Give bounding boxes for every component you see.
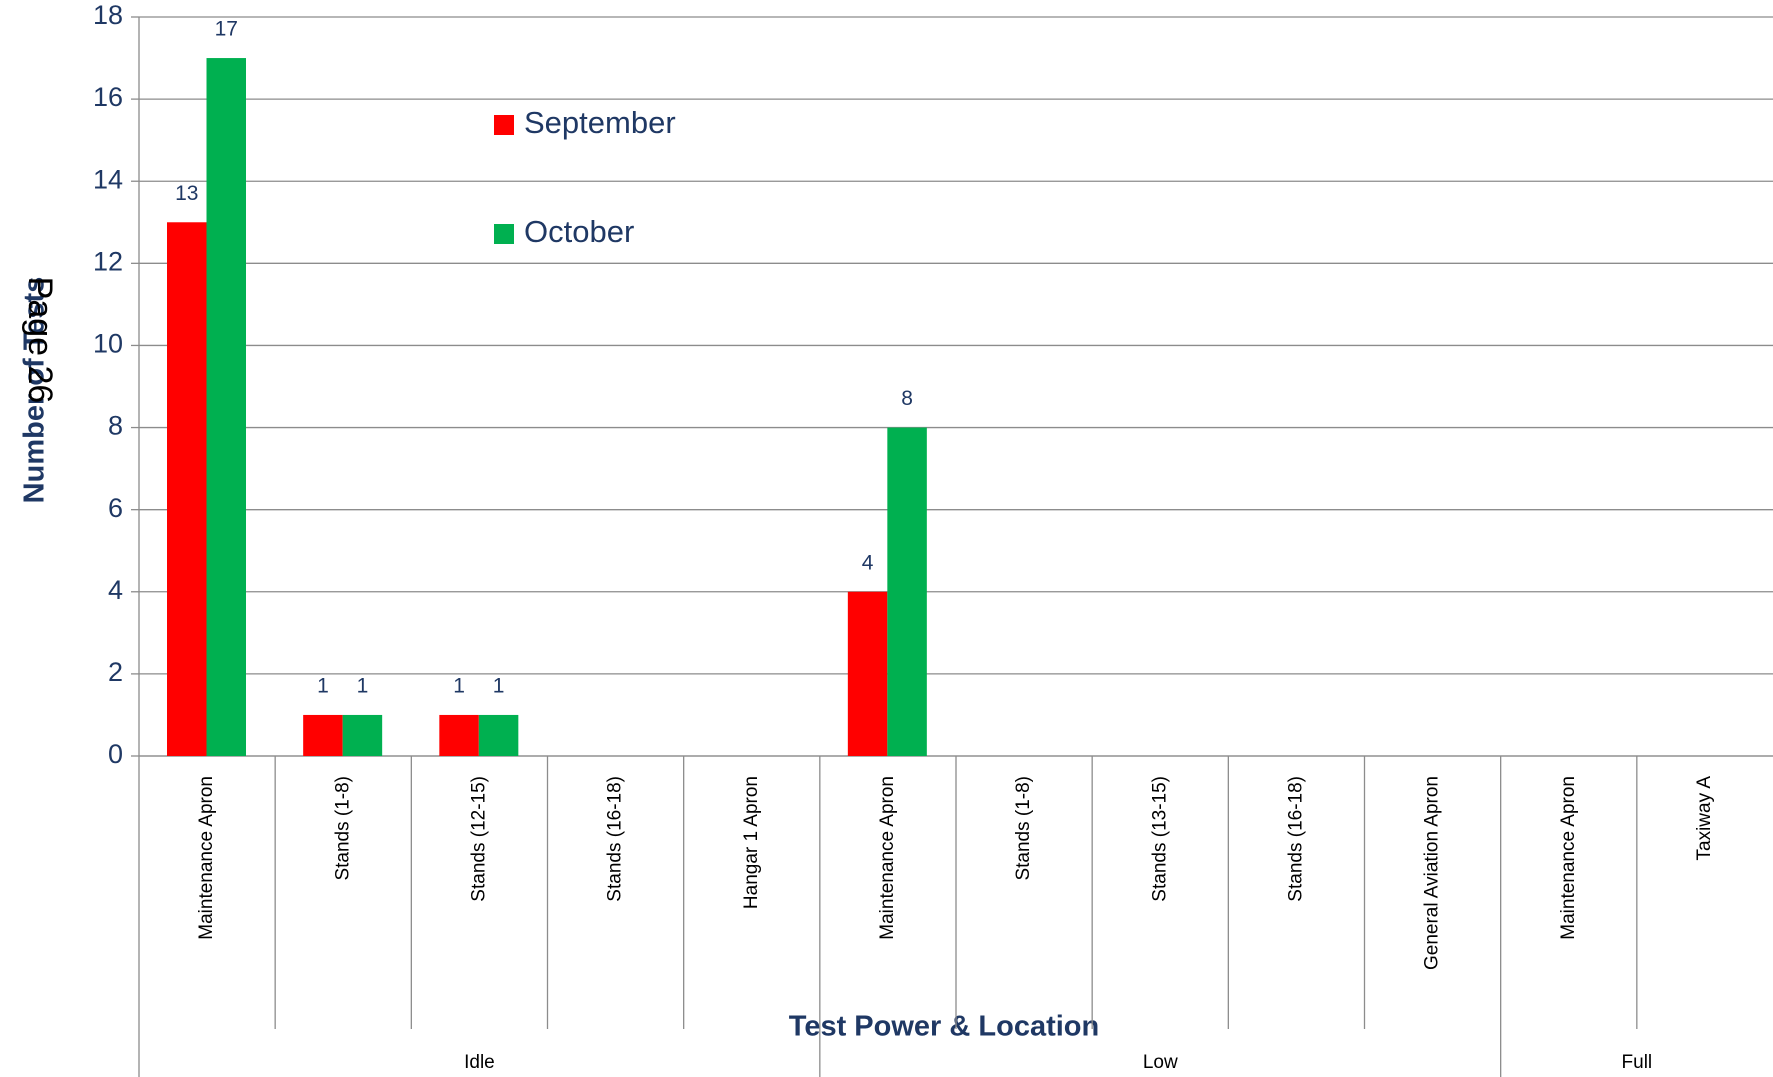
group-label: Full	[1622, 1052, 1653, 1073]
x-tick-label: Maintenance Apron	[877, 776, 898, 940]
x-tick-label: General Aviation Apron	[1422, 776, 1443, 970]
data-label: 1	[357, 674, 369, 697]
x-tick-label: Stands (1-8)	[1013, 776, 1034, 881]
x-axis-title: Test Power & Location	[789, 1011, 1099, 1043]
group-label: Idle	[464, 1052, 495, 1073]
data-label: 13	[175, 182, 198, 205]
legend-swatch	[494, 115, 514, 135]
y-tick-label: 14	[93, 164, 123, 194]
legend-swatch	[494, 224, 514, 244]
x-tick-label: Hangar 1 Apron	[741, 776, 762, 909]
x-tick-label: Maintenance Apron	[196, 776, 217, 940]
y-tick-label: 12	[93, 246, 123, 276]
data-label: 4	[862, 551, 874, 574]
x-tick-label: Stands (1-8)	[332, 776, 353, 881]
bar	[847, 591, 888, 756]
bar	[167, 222, 207, 756]
legend-label: September	[524, 105, 676, 140]
page-overlay: Page 26	[21, 277, 59, 404]
y-tick-label: 8	[108, 411, 123, 441]
x-tick-label: Stands (16-18)	[605, 776, 626, 902]
bar	[206, 58, 246, 757]
y-tick-label: 16	[93, 82, 123, 112]
data-label: 1	[493, 674, 505, 697]
y-tick-label: 2	[108, 657, 123, 687]
y-tick-label: 4	[108, 575, 123, 605]
data-label: 8	[901, 387, 913, 410]
bar	[478, 714, 519, 756]
y-tick-label: 0	[108, 739, 123, 769]
data-label: 17	[215, 18, 238, 41]
legend-label: October	[524, 214, 634, 249]
bar	[887, 427, 927, 756]
bar	[303, 714, 343, 756]
bar	[439, 714, 479, 756]
data-label: 1	[317, 674, 329, 697]
group-label: Low	[1143, 1052, 1178, 1073]
data-label: 1	[453, 674, 465, 697]
y-tick-label: 18	[93, 0, 123, 30]
x-tick-label: Stands (16-18)	[1285, 776, 1306, 902]
y-tick-label: 6	[108, 493, 123, 523]
x-tick-label: Stands (13-15)	[1149, 776, 1170, 902]
y-tick-label: 10	[93, 329, 123, 359]
y-axis-title: Number of Tests	[19, 277, 51, 504]
x-tick-label: Maintenance Apron	[1558, 776, 1579, 940]
bar	[342, 714, 383, 756]
x-tick-label: Stands (12-15)	[468, 776, 489, 902]
x-tick-label: Taxiway A	[1694, 776, 1715, 861]
